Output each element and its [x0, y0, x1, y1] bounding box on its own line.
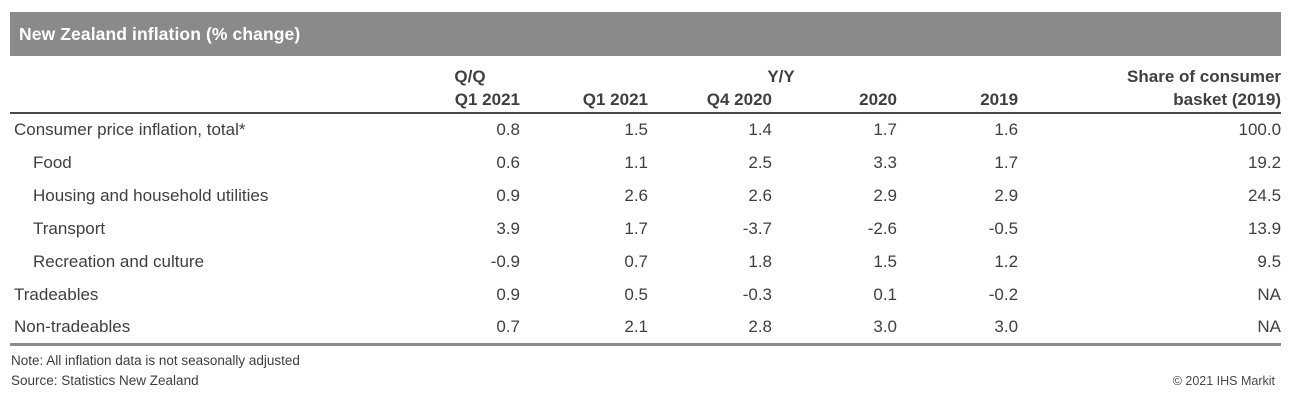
- cell-value: 1.7: [873, 120, 897, 139]
- cell-value: -2.6: [867, 218, 897, 238]
- cell-value: 0.7: [624, 251, 648, 271]
- cell-value: 3.0: [897, 311, 1019, 346]
- table-column-header-row: Q1 2021 Q1 2021 Q4 2020 2020 2019 basket…: [10, 87, 1282, 114]
- cell-value: 1.7: [994, 152, 1019, 172]
- column-header-yy-2020: 2020: [772, 87, 897, 114]
- copyright-text: © 2021 IHS Markit: [1172, 373, 1275, 388]
- cell-value: 19.2: [1247, 152, 1282, 172]
- table-row: Non-tradeables 0.7 2.1 2.8 3.0 3.0 NA: [10, 311, 1282, 346]
- col-group-qq: Q/Q: [454, 67, 486, 86]
- row-label: Consumer price inflation, total*: [14, 120, 246, 139]
- col-group-yy: Y/Y: [767, 67, 795, 86]
- source-text: Source: Statistics New Zealand: [11, 372, 199, 388]
- table-row: Transport 3.9 1.7 -3.7 -2.6 -0.5 13.9: [10, 212, 1281, 245]
- row-label: Food: [33, 152, 72, 172]
- row-label: Non-tradeables: [10, 311, 420, 346]
- cell-value: 1.5: [873, 251, 897, 271]
- cell-value: -3.7: [742, 218, 772, 238]
- inflation-table: Q/Q Y/Y Share of consumer Q1 2021 Q1 202…: [10, 58, 1282, 346]
- cell-value: 0.6: [496, 152, 520, 172]
- figure-title-bar: New Zealand inflation (% change): [10, 12, 1281, 56]
- table-row: Tradeables 0.9 0.5 -0.3 0.1 -0.2 NA: [10, 278, 1281, 311]
- cell-value: 2.6: [748, 185, 772, 205]
- cell-value: 2.9: [873, 185, 897, 205]
- cell-value: 2.5: [748, 152, 772, 172]
- cell-value: 0.9: [496, 284, 520, 304]
- cell-value: -0.2: [988, 284, 1019, 304]
- figure-title: New Zealand inflation (% change): [19, 23, 301, 44]
- cell-value: 2.1: [520, 311, 648, 346]
- cell-value: 3.9: [496, 218, 520, 238]
- table-group-header-row: Q/Q Y/Y Share of consumer: [10, 58, 1281, 87]
- cell-value: 2.8: [648, 311, 772, 346]
- table-row: Housing and household utilities 0.9 2.6 …: [10, 179, 1281, 212]
- cell-value: 0.5: [624, 284, 648, 304]
- row-label: Housing and household utilities: [33, 185, 269, 205]
- column-header-share-line2: basket (2019): [1018, 87, 1282, 114]
- column-header-yy-2019: 2019: [897, 87, 1019, 114]
- note-text: Note: All inflation data is not seasonal…: [11, 352, 300, 368]
- cell-value: 0.7: [420, 311, 520, 346]
- cell-value: -0.9: [490, 251, 520, 271]
- cell-value: NA: [1018, 311, 1282, 346]
- col-group-share-line1: Share of consumer: [1127, 67, 1282, 86]
- row-label: Transport: [33, 218, 106, 238]
- cell-value: -0.5: [988, 218, 1019, 238]
- table-row: Consumer price inflation, total* 0.8 1.5…: [10, 113, 1281, 146]
- cell-value: 1.2: [994, 251, 1019, 271]
- cell-value: 1.4: [748, 120, 772, 139]
- table-header: Q/Q Y/Y Share of consumer Q1 2021 Q1 202…: [10, 58, 1282, 114]
- column-header-yy-q4-2020: Q4 2020: [648, 87, 772, 114]
- cell-value: 1.1: [624, 152, 648, 172]
- cell-value: -0.3: [742, 284, 772, 304]
- table-row: Recreation and culture -0.9 0.7 1.8 1.5 …: [10, 245, 1281, 278]
- cell-value: 24.5: [1247, 185, 1282, 205]
- cell-value: 2.9: [994, 185, 1019, 205]
- cell-value: 3.3: [873, 152, 897, 172]
- empty-header-cell: [10, 87, 420, 114]
- cell-value: 3.0: [772, 311, 897, 346]
- cell-value: 9.5: [1257, 251, 1282, 271]
- column-header-yy-q1-2021: Q1 2021: [520, 87, 648, 114]
- row-label: Tradeables: [14, 284, 99, 304]
- source-row: Source: Statistics New Zealand © 2021 IH…: [11, 373, 1281, 388]
- cell-value: 1.6: [994, 120, 1019, 139]
- cell-value: 0.1: [873, 284, 897, 304]
- cell-value: 1.5: [624, 120, 648, 139]
- empty-header-cell: [10, 58, 420, 87]
- column-header-qq-q1-2021: Q1 2021: [420, 87, 520, 114]
- cell-value: 100.0: [1238, 120, 1282, 139]
- cell-value: 2.6: [624, 185, 648, 205]
- cell-value: 0.9: [496, 185, 520, 205]
- table-body: Consumer price inflation, total* 0.8 1.5…: [10, 113, 1282, 346]
- cell-value: 1.7: [624, 218, 648, 238]
- cell-value: 1.8: [748, 251, 772, 271]
- table-row: Food 0.6 1.1 2.5 3.3 1.7 19.2: [10, 146, 1281, 179]
- row-label: Recreation and culture: [33, 251, 205, 271]
- cell-value: NA: [1257, 284, 1282, 304]
- cell-value: 0.8: [496, 120, 520, 139]
- cell-value: 13.9: [1247, 218, 1282, 238]
